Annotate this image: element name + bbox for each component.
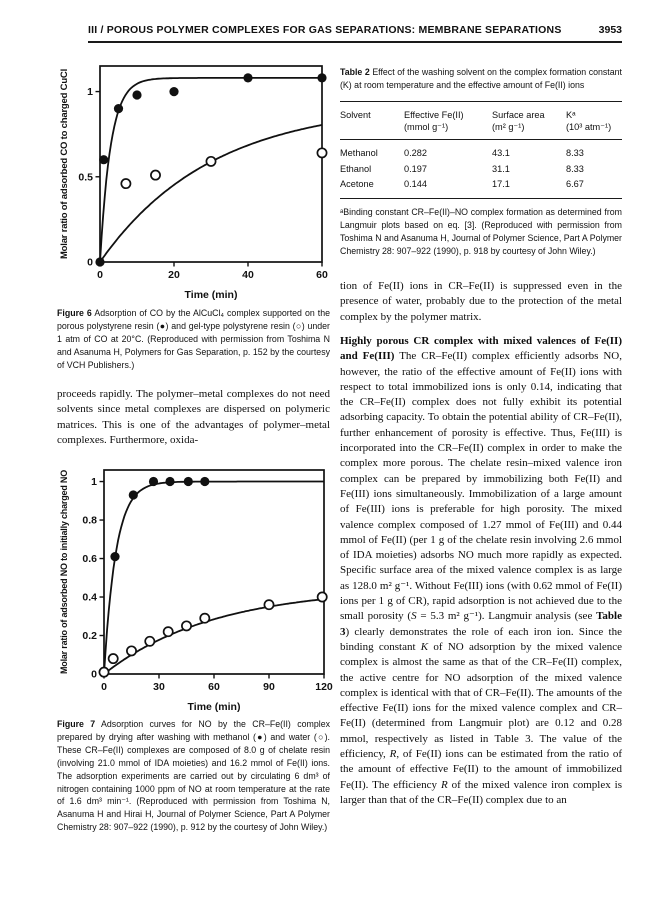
svg-text:0.5: 0.5 <box>78 171 93 183</box>
table-header-cell: Kᵃ (10³ atm⁻¹) <box>566 109 612 133</box>
svg-text:0.6: 0.6 <box>82 553 97 565</box>
svg-text:Molar ratio of adsorbed NO to: Molar ratio of adsorbed NO to initially … <box>59 470 69 674</box>
figure6-fit-curve <box>99 77 322 263</box>
data-point <box>126 645 137 657</box>
data-point <box>263 599 275 611</box>
data-point <box>317 73 327 83</box>
table-row: Methanol 0.282 43.1 8.33 <box>340 140 622 161</box>
data-point <box>243 73 253 83</box>
table-cell: 8.33 <box>566 148 584 159</box>
table-cell: 0.197 <box>404 163 427 174</box>
svg-text:90: 90 <box>263 681 275 693</box>
data-point <box>165 476 175 487</box>
svg-text:Time (min): Time (min) <box>185 289 238 301</box>
table-cell: 0.282 <box>404 148 427 159</box>
table-cell: 31.1 <box>492 163 510 174</box>
left-column-paragraph: proceeds rapidly. The polymer–metal comp… <box>57 388 330 446</box>
table-cell: Ethanol <box>340 163 372 174</box>
table-2-header-row: Solvent Effective Fe(II) (mmol g⁻¹) Surfa… <box>340 102 622 141</box>
data-point <box>132 90 142 100</box>
svg-text:1: 1 <box>91 476 97 488</box>
page-header: III / POROUS POLYMER COMPLEXES FOR GAS S… <box>88 24 622 36</box>
data-point <box>162 626 174 638</box>
table-cell: Acetone <box>340 179 374 189</box>
svg-text:20: 20 <box>168 269 180 281</box>
svg-text:0: 0 <box>87 257 93 269</box>
page-number: 3953 <box>598 24 622 36</box>
svg-text:Time (min): Time (min) <box>188 701 241 713</box>
figure7-chart: 0 30 60 90 120 0 0.2 0.4 0.6 0.8 1 Time (min) Molar … <box>56 462 333 714</box>
table-cell: 17.1 <box>492 179 510 189</box>
table-2-grid: Solvent Effective Fe(II) (mmol g⁻¹) Surfa… <box>340 100 622 200</box>
svg-text:40: 40 <box>242 269 254 281</box>
data-point <box>205 155 217 167</box>
data-point <box>107 653 119 665</box>
svg-text:60: 60 <box>208 681 220 693</box>
table-2-title: Table 2 Effect of the washing solvent on… <box>340 67 622 90</box>
figure7-plot: 0 30 60 90 120 0 0.2 0.4 0.6 0.8 1 Time (min) Molar … <box>59 469 333 713</box>
data-point <box>110 552 120 562</box>
svg-text:60: 60 <box>316 269 328 281</box>
right-column-paragraph-2: Highly porous CR complex with mixed vale… <box>340 335 622 806</box>
svg-text:0.4: 0.4 <box>82 592 97 604</box>
data-point <box>169 87 179 97</box>
data-point <box>199 612 211 624</box>
figure7-fit-curve <box>103 598 325 675</box>
table-cell: 43.1 <box>492 148 510 159</box>
data-point <box>98 666 110 678</box>
data-point <box>316 591 328 603</box>
data-point <box>183 476 193 487</box>
data-point <box>120 178 132 190</box>
data-point <box>148 476 159 487</box>
data-point <box>99 155 109 165</box>
data-point <box>316 147 328 159</box>
data-point <box>150 169 161 181</box>
table-2-footnote: ᵃBinding constant CR–Fe(II)–NO complex f… <box>340 207 622 257</box>
data-point <box>200 476 210 487</box>
svg-text:0: 0 <box>91 669 97 681</box>
figure6-chart: 0 20 40 60 0 0.5 1 Time (min) Molar ratio of ads… <box>56 56 332 302</box>
data-point <box>113 104 124 114</box>
table-row: Ethanol 0.197 31.1 8.33 <box>340 161 622 176</box>
table-header-cell: Solvent <box>340 109 371 120</box>
figure7-caption: Figure 7 Adsorption curves for NO by the… <box>57 719 330 833</box>
table-header-cell: Effective Fe(II) (mmol g⁻¹) <box>404 109 464 133</box>
table-cell: Methanol <box>340 148 378 159</box>
svg-text:Molar ratio of adsorbed CO to: Molar ratio of adsorbed CO to charged Cu… <box>59 69 70 259</box>
table-cell: 6.67 <box>566 179 584 189</box>
table-header-cell: Surface area (m² g⁻¹) <box>492 109 545 133</box>
header-rule <box>88 41 622 44</box>
figure6-caption: Figure 6 Adsorption of CO by the AlCuCl₄… <box>57 308 330 370</box>
table-2: Table 2 Effect of the washing solvent on… <box>340 66 622 258</box>
table-cell: 0.144 <box>404 179 427 189</box>
svg-text:30: 30 <box>153 681 165 693</box>
data-point <box>144 635 156 647</box>
data-point <box>181 620 192 632</box>
svg-text:1: 1 <box>87 86 93 98</box>
svg-text:0.2: 0.2 <box>82 630 97 642</box>
figure7-fit-curve <box>103 480 324 675</box>
svg-text:0: 0 <box>101 681 107 693</box>
svg-text:0.8: 0.8 <box>82 515 97 527</box>
table-row: Acetone 0.144 17.1 6.67 <box>340 177 622 199</box>
figure6-plot: 0 20 40 60 0 0.5 1 Time (min) Molar ratio of ads… <box>59 65 328 301</box>
figure6-fit-curve <box>99 124 323 263</box>
svg-text:120: 120 <box>315 681 333 693</box>
right-column-paragraph-1: tion of Fe(II) ions in CR–Fe(II) is supp… <box>340 280 622 323</box>
running-head: III / POROUS POLYMER COMPLEXES FOR GAS S… <box>88 24 562 36</box>
svg-text:0: 0 <box>97 269 103 281</box>
table-cell: 8.33 <box>566 163 584 174</box>
data-point <box>128 490 138 500</box>
